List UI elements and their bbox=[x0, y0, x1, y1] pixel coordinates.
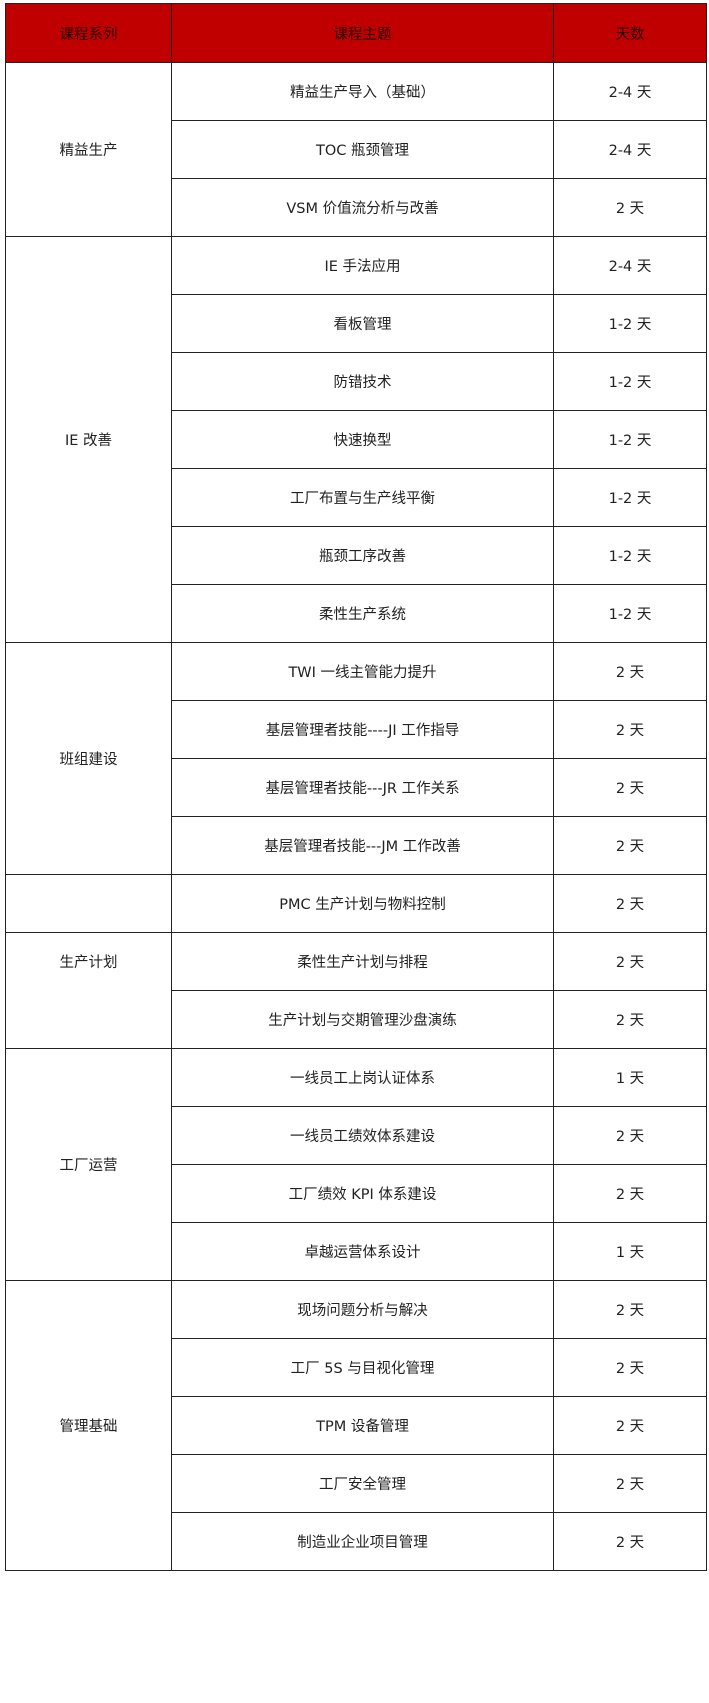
table-row: 工厂 5S 与目视化管理 2 天 bbox=[6, 1338, 707, 1397]
topic-cell: 柔性生产计划与排程 bbox=[171, 932, 554, 991]
table-row: 基层管理者技能----JI 工作指导 2 天 bbox=[6, 700, 707, 759]
table-row: TOC 瓶颈管理 2-4 天 bbox=[6, 120, 707, 179]
topic-cell: 现场问题分析与解决 bbox=[171, 1280, 554, 1339]
days-cell: 2 天 bbox=[553, 1512, 707, 1571]
topic-cell: 工厂 5S 与目视化管理 bbox=[171, 1338, 554, 1397]
topic-cell: 看板管理 bbox=[171, 294, 554, 353]
topic-cell: 防错技术 bbox=[171, 352, 554, 411]
topic-cell: 生产计划与交期管理沙盘演练 bbox=[171, 990, 554, 1049]
topic-cell: TOC 瓶颈管理 bbox=[171, 120, 554, 179]
table-row: 看板管理 1-2 天 bbox=[6, 294, 707, 353]
header-series: 课程系列 bbox=[5, 3, 172, 63]
days-cell: 2 天 bbox=[553, 642, 707, 701]
table-row: 一线员工绩效体系建设 2 天 bbox=[6, 1106, 707, 1165]
days-cell: 1 天 bbox=[553, 1222, 707, 1281]
days-cell: 1-2 天 bbox=[553, 526, 707, 585]
series-cell: 班组建设 bbox=[5, 642, 172, 875]
days-cell: 2-4 天 bbox=[553, 120, 707, 179]
topic-cell: 精益生产导入（基础） bbox=[171, 62, 554, 121]
table-row: 防错技术 1-2 天 bbox=[6, 352, 707, 411]
table-row: PMC 生产计划与物料控制 2 天 bbox=[5, 874, 707, 933]
table-row: TPM 设备管理 2 天 bbox=[6, 1396, 707, 1455]
days-cell: 2 天 bbox=[553, 932, 707, 991]
days-cell: 2-4 天 bbox=[553, 236, 707, 295]
days-cell: 1-2 天 bbox=[553, 584, 707, 643]
table-row: VSM 价值流分析与改善 2 天 bbox=[6, 178, 707, 237]
topic-cell: TPM 设备管理 bbox=[171, 1396, 554, 1455]
topic-cell: 快速换型 bbox=[171, 410, 554, 469]
table-row: 工厂绩效 KPI 体系建设 2 天 bbox=[6, 1164, 707, 1223]
topic-cell: 柔性生产系统 bbox=[171, 584, 554, 643]
course-table: 课程系列 课程主题 天数 精益生产 精益生产导入（基础） 2-4 天 TOC 瓶颈管理… bbox=[5, 3, 707, 1571]
days-cell: 1-2 天 bbox=[553, 352, 707, 411]
days-cell: 1-2 天 bbox=[553, 294, 707, 353]
series-cell: 管理基础 bbox=[5, 1280, 172, 1571]
table-row: IE 改善 IE 手法应用 2-4 天 bbox=[5, 236, 707, 643]
topic-cell: 基层管理者技能---JR 工作关系 bbox=[171, 758, 554, 817]
topic-cell: 制造业企业项目管理 bbox=[171, 1512, 554, 1571]
topic-cell: 卓越运营体系设计 bbox=[171, 1222, 554, 1281]
table-row: 基层管理者技能---JM 工作改善 2 天 bbox=[6, 816, 707, 875]
days-cell: 2 天 bbox=[553, 1280, 707, 1339]
days-cell: 2 天 bbox=[553, 700, 707, 759]
days-cell: 2 天 bbox=[553, 1454, 707, 1513]
header-topic: 课程主题 bbox=[171, 3, 554, 63]
days-cell: 2 天 bbox=[553, 1164, 707, 1223]
days-cell: 2 天 bbox=[553, 1396, 707, 1455]
topic-cell: 一线员工绩效体系建设 bbox=[171, 1106, 554, 1165]
series-cell: IE 改善 bbox=[5, 236, 172, 643]
days-cell: 1-2 天 bbox=[553, 468, 707, 527]
table-row: 生产计划 柔性生产计划与排程 2 天 bbox=[5, 932, 707, 1049]
topic-cell: PMC 生产计划与物料控制 bbox=[171, 874, 554, 933]
days-cell: 1-2 天 bbox=[553, 410, 707, 469]
days-cell: 1 天 bbox=[553, 1048, 707, 1107]
table-row: 工厂布置与生产线平衡 1-2 天 bbox=[6, 468, 707, 527]
series-cell: 工厂运营 bbox=[5, 1048, 172, 1281]
series-cell: 精益生产 bbox=[5, 62, 172, 237]
days-cell: 2 天 bbox=[553, 178, 707, 237]
table-row: 柔性生产系统 1-2 天 bbox=[6, 584, 707, 643]
header-days: 天数 bbox=[553, 3, 707, 63]
table-row: 班组建设 TWI 一线主管能力提升 2 天 bbox=[5, 642, 707, 875]
header-row: 课程系列 课程主题 天数 bbox=[5, 3, 707, 63]
topic-cell: IE 手法应用 bbox=[171, 236, 554, 295]
topic-cell: 一线员工上岗认证体系 bbox=[171, 1048, 554, 1107]
topic-cell: TWI 一线主管能力提升 bbox=[171, 642, 554, 701]
days-cell: 2 天 bbox=[553, 874, 707, 933]
days-cell: 2-4 天 bbox=[553, 62, 707, 121]
table-row: 工厂运营 一线员工上岗认证体系 1 天 bbox=[5, 1048, 707, 1281]
table-row: 瓶颈工序改善 1-2 天 bbox=[6, 526, 707, 585]
topic-cell: 瓶颈工序改善 bbox=[171, 526, 554, 585]
topic-cell: VSM 价值流分析与改善 bbox=[171, 178, 554, 237]
series-cell bbox=[5, 874, 172, 933]
days-cell: 2 天 bbox=[553, 816, 707, 875]
topic-cell: 工厂安全管理 bbox=[171, 1454, 554, 1513]
table-row: 基层管理者技能---JR 工作关系 2 天 bbox=[6, 758, 707, 817]
topic-cell: 基层管理者技能---JM 工作改善 bbox=[171, 816, 554, 875]
table-row: 卓越运营体系设计 1 天 bbox=[6, 1222, 707, 1281]
days-cell: 2 天 bbox=[553, 990, 707, 1049]
series-cell: 生产计划 bbox=[5, 932, 172, 1049]
table-row: 管理基础 现场问题分析与解决 2 天 bbox=[5, 1280, 707, 1571]
days-cell: 2 天 bbox=[553, 1338, 707, 1397]
table-row: 快速换型 1-2 天 bbox=[6, 410, 707, 469]
topic-cell: 工厂布置与生产线平衡 bbox=[171, 468, 554, 527]
table-row: 精益生产 精益生产导入（基础） 2-4 天 bbox=[5, 62, 707, 237]
topic-cell: 基层管理者技能----JI 工作指导 bbox=[171, 700, 554, 759]
table-row: 生产计划与交期管理沙盘演练 2 天 bbox=[6, 990, 707, 1049]
days-cell: 2 天 bbox=[553, 1106, 707, 1165]
days-cell: 2 天 bbox=[553, 758, 707, 817]
table-row: 制造业企业项目管理 2 天 bbox=[6, 1512, 707, 1571]
topic-cell: 工厂绩效 KPI 体系建设 bbox=[171, 1164, 554, 1223]
